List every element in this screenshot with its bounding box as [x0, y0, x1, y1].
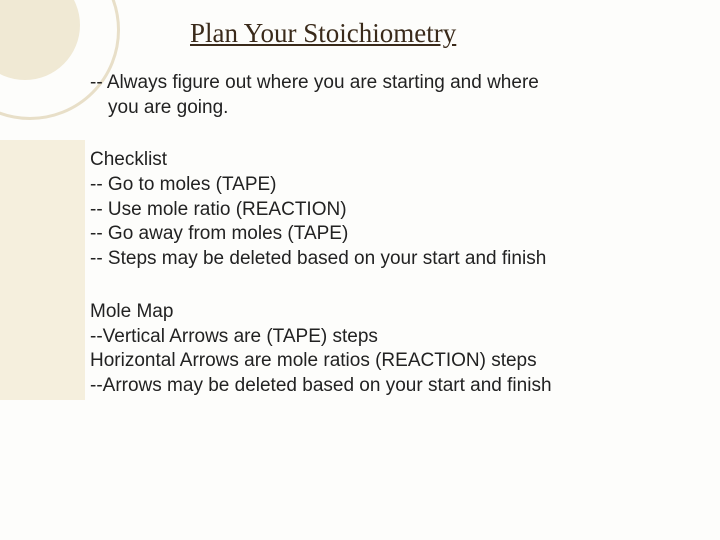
intro-line: -- Always figure out where you are start… [90, 71, 670, 96]
molemap-item: --Vertical Arrows are (TAPE) steps [90, 325, 670, 350]
molemap-item: Horizontal Arrows are mole ratios (REACT… [90, 349, 670, 374]
molemap-header: Mole Map [90, 300, 670, 325]
slide-content: Plan Your Stoichiometry -- Always figure… [0, 0, 720, 399]
intro-line: you are going. [90, 96, 670, 121]
checklist-item: -- Go away from moles (TAPE) [90, 222, 670, 247]
molemap-item: --Arrows may be deleted based on your st… [90, 374, 670, 399]
checklist-block: Checklist -- Go to moles (TAPE) -- Use m… [90, 148, 670, 271]
checklist-item: -- Go to moles (TAPE) [90, 173, 670, 198]
checklist-header: Checklist [90, 148, 670, 173]
molemap-block: Mole Map --Vertical Arrows are (TAPE) st… [90, 300, 670, 399]
slide-title: Plan Your Stoichiometry [190, 18, 670, 49]
checklist-item: -- Use mole ratio (REACTION) [90, 198, 670, 223]
intro-block: -- Always figure out where you are start… [90, 71, 670, 120]
checklist-item: -- Steps may be deleted based on your st… [90, 247, 670, 272]
